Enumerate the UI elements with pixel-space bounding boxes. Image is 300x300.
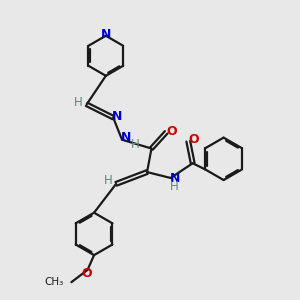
Text: CH₃: CH₃ [44,277,63,287]
Text: H: H [170,180,179,193]
Text: N: N [169,172,180,185]
Text: O: O [188,134,199,146]
Text: N: N [100,28,111,41]
Text: H: H [104,174,112,187]
Text: N: N [121,131,131,144]
Text: H: H [74,96,83,109]
Text: H: H [130,139,140,152]
Text: O: O [81,268,92,281]
Text: N: N [112,110,122,123]
Text: O: O [166,125,177,138]
